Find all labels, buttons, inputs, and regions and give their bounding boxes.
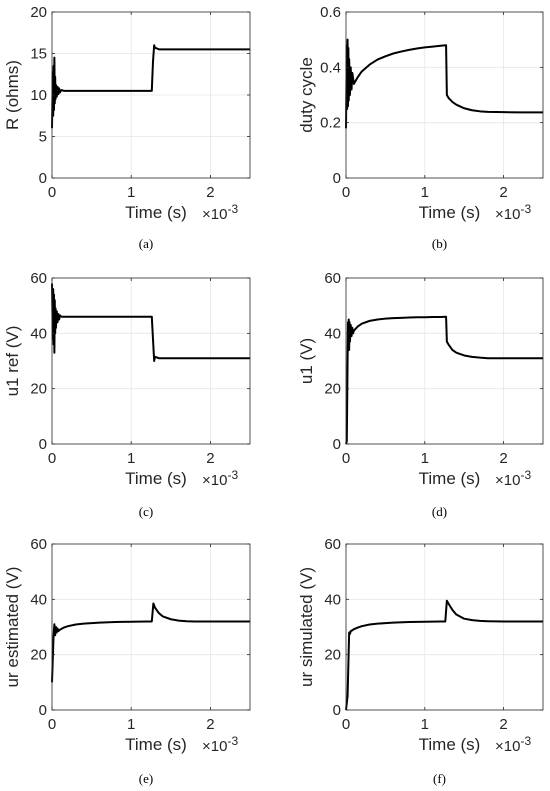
x-tick-label: 1	[127, 184, 135, 201]
y-tick-label: 20	[30, 4, 47, 21]
x-tick-label: 2	[206, 184, 214, 201]
x-tick-label: 2	[499, 716, 507, 733]
plot-area	[52, 544, 250, 710]
y-axis-label: u1 ref (V)	[3, 326, 22, 397]
y-tick-label: 20	[324, 381, 341, 398]
y-tick-label: 0	[39, 436, 47, 453]
chart-panel-b: 0 1 2 0 0.2 0.4 0.6 Time (s) ×10-3 duty cycle (b)	[297, 4, 544, 251]
x-tick-label: 2	[206, 450, 214, 467]
axes-box	[345, 11, 544, 179]
y-tick-label: 0.2	[320, 115, 341, 132]
panel-caption: (a)	[139, 236, 153, 251]
y-tick-label: 40	[324, 591, 341, 608]
plot-area	[346, 278, 543, 444]
y-tick-label: 0	[39, 702, 47, 719]
x-exponent-label: ×10-3	[202, 734, 238, 755]
y-axis-label: ur simulated (V)	[297, 567, 316, 687]
y-tick-label: 40	[30, 591, 47, 608]
x-tick-label: 0	[342, 184, 350, 201]
y-tick-label: 40	[324, 325, 341, 342]
x-exponent-label: ×10-3	[495, 202, 531, 223]
axes-box	[51, 277, 251, 445]
y-axis-label: R (ohms)	[3, 60, 22, 130]
y-tick-label: 0	[39, 170, 47, 187]
x-tick-label: 0	[342, 450, 350, 467]
plot-area	[52, 278, 250, 444]
y-tick-label: 60	[324, 536, 341, 553]
x-axis-label: Time (s)	[125, 735, 187, 754]
x-tick-label: 0	[48, 450, 56, 467]
series-line	[345, 38, 543, 129]
y-tick-label: 60	[30, 536, 47, 553]
y-tick-label: 0	[333, 170, 341, 187]
y-tick-label: 0.4	[320, 59, 341, 76]
x-tick-label: 2	[206, 716, 214, 733]
y-tick-label: 60	[30, 270, 47, 287]
axes-box	[51, 543, 251, 711]
y-tick-label: 60	[324, 270, 341, 287]
plot-area	[346, 12, 543, 178]
y-axis-label: duty cycle	[297, 57, 316, 133]
panel-caption: (e)	[139, 771, 153, 786]
y-axis-label: ur estimated (V)	[3, 567, 22, 688]
y-tick-label: 20	[30, 381, 47, 398]
panel-caption: (f)	[433, 771, 446, 786]
y-tick-label: 40	[30, 325, 47, 342]
x-exponent-label: ×10-3	[202, 468, 238, 489]
y-tick-label: 10	[30, 87, 47, 104]
panel-caption: (c)	[139, 504, 153, 519]
y-tick-label: 5	[39, 129, 47, 146]
x-axis-label: Time (s)	[419, 735, 481, 754]
y-tick-label: 0	[333, 436, 341, 453]
axes-box	[345, 277, 544, 445]
x-exponent-label: ×10-3	[202, 202, 238, 223]
x-tick-label: 1	[421, 184, 429, 201]
series-line	[51, 283, 250, 362]
x-tick-label: 2	[499, 184, 507, 201]
x-tick-label: 0	[48, 184, 56, 201]
x-exponent-power: -3	[227, 468, 238, 482]
panel-caption: (b)	[432, 236, 447, 251]
x-exponent-power: -3	[520, 734, 531, 748]
x-exponent-power: -3	[520, 202, 531, 216]
y-tick-label: 20	[30, 647, 47, 664]
x-tick-label: 0	[48, 716, 56, 733]
x-axis-label: Time (s)	[125, 469, 187, 488]
y-tick-label: 0.6	[320, 4, 341, 21]
y-tick-label: 20	[324, 647, 341, 664]
x-exponent-power: -3	[227, 202, 238, 216]
x-tick-label: 1	[421, 450, 429, 467]
series-line	[51, 602, 250, 683]
x-tick-label: 1	[421, 716, 429, 733]
x-exponent-label: ×10-3	[495, 468, 531, 489]
x-tick-label: 0	[342, 716, 350, 733]
y-tick-label: 15	[30, 46, 47, 63]
x-tick-label: 1	[127, 450, 135, 467]
x-tick-label: 2	[499, 450, 507, 467]
y-tick-label: 0	[333, 702, 341, 719]
series-line	[345, 315, 543, 445]
x-axis-label: Time (s)	[419, 469, 481, 488]
axes-box	[345, 543, 544, 711]
x-exponent-label: ×10-3	[495, 734, 531, 755]
x-exponent-power: -3	[520, 468, 531, 482]
plot-area	[346, 544, 543, 710]
panel-caption: (d)	[432, 504, 447, 519]
x-exponent-power: -3	[227, 734, 238, 748]
y-axis-label: u1 (V)	[297, 338, 316, 384]
x-axis-label: Time (s)	[125, 203, 187, 222]
x-tick-label: 1	[127, 716, 135, 733]
series-line	[345, 599, 543, 711]
x-axis-label: Time (s)	[419, 203, 481, 222]
